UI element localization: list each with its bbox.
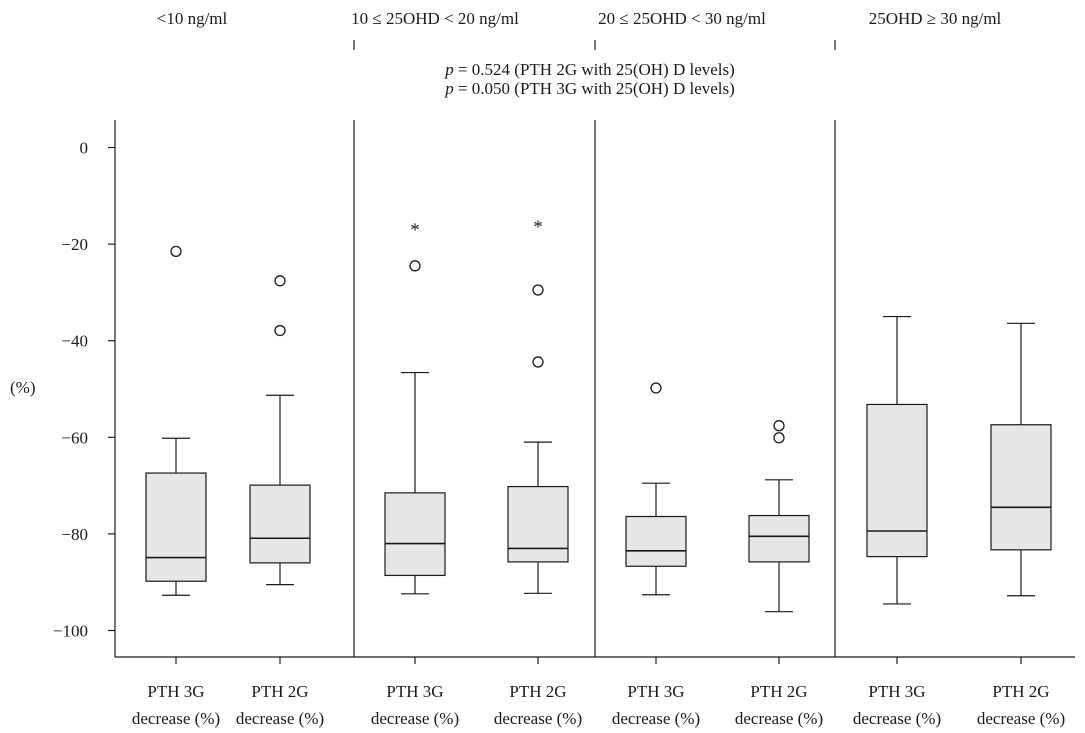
outlier-point: [773, 432, 785, 444]
panel-header-4: 25OHD ≥ 30 ng/ml: [868, 9, 1002, 28]
x-category-label-line2: decrease (%): [236, 709, 324, 728]
x-category-label-line2: decrease (%): [494, 709, 582, 728]
x-category-label-line2: decrease (%): [612, 709, 700, 728]
outlier-point: [532, 356, 544, 368]
box-p2-b2: [507, 485, 569, 563]
x-category-label-line2: decrease (%): [132, 709, 220, 728]
x-category-label-line1: PTH 3G: [868, 682, 925, 701]
x-category-label-line1: PTH 2G: [992, 682, 1049, 701]
y-axis-label: (%): [10, 378, 36, 397]
y-tick-label: −100: [53, 622, 88, 641]
x-category-label-line1: PTH 3G: [386, 682, 443, 701]
x-category-label-line2: decrease (%): [853, 709, 941, 728]
p-symbol: p: [445, 60, 454, 79]
x-category-label-line1: PTH 3G: [627, 682, 684, 701]
x-category-label-line2: decrease (%): [735, 709, 823, 728]
panel-header-2: 10 ≤ 25OHD < 20 ng/ml: [351, 9, 519, 28]
box-p3-b2: [748, 514, 810, 563]
x-category-label-line1: PTH 2G: [750, 682, 807, 701]
outlier-point: [274, 324, 286, 337]
y-tick-label: −80: [61, 525, 88, 544]
panel-header-1: <10 ng/ml: [156, 9, 228, 28]
y-tick-label: 0: [80, 139, 89, 158]
y-tick-label: −20: [61, 235, 88, 254]
box-p4-b1: [866, 403, 928, 558]
x-category-label-line1: PTH 2G: [509, 682, 566, 701]
box-p4-b2: [990, 424, 1052, 551]
outlier-point: [274, 275, 286, 287]
x-category-label-line1: PTH 3G: [147, 682, 204, 701]
outlier-point: [170, 245, 182, 257]
p-symbol: p: [445, 79, 454, 98]
outlier-point: [532, 284, 544, 296]
extreme-point: *: [410, 220, 420, 241]
p-value-text: = 0.524 (PTH 2G with 25(OH) D levels): [453, 60, 735, 79]
outlier-point: [409, 260, 421, 272]
outlier-point: [773, 420, 785, 432]
box-p2-b1: [384, 492, 446, 577]
p-value-annotation-2: p = 0.050 (PTH 3G with 25(OH) D levels): [445, 80, 735, 98]
extreme-point: *: [533, 217, 543, 238]
p-value-text: = 0.050 (PTH 3G with 25(OH) D levels): [453, 79, 735, 98]
outlier-point: [650, 382, 662, 394]
box-p3-b1: [625, 515, 687, 567]
x-category-label-line2: decrease (%): [371, 709, 459, 728]
panel-header-3: 20 ≤ 25OHD < 30 ng/ml: [598, 9, 766, 28]
x-category-label-line1: PTH 2G: [251, 682, 308, 701]
y-tick-label: −40: [61, 332, 88, 351]
x-category-label-line2: decrease (%): [977, 709, 1065, 728]
box-p1-b1: [145, 472, 207, 582]
box-p1-b2: [249, 484, 311, 564]
y-tick-label: −60: [61, 428, 88, 447]
p-value-annotation-1: p = 0.524 (PTH 2G with 25(OH) D levels): [445, 61, 735, 79]
